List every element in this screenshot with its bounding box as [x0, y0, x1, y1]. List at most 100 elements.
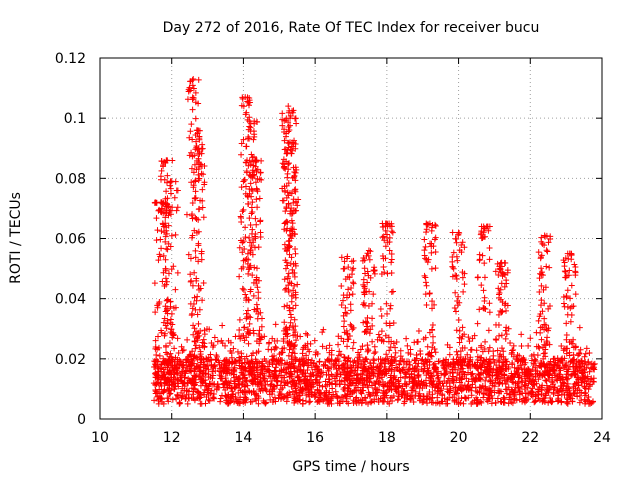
data-point	[486, 244, 493, 251]
data-point	[527, 335, 534, 342]
data-point	[456, 327, 463, 334]
data-point	[586, 350, 593, 357]
data-point	[464, 383, 471, 390]
data-point	[319, 343, 326, 350]
data-point	[313, 349, 320, 356]
data-point	[522, 394, 529, 401]
data-point	[561, 303, 568, 310]
data-point	[392, 344, 399, 351]
data-point	[582, 350, 589, 357]
data-point	[545, 399, 552, 406]
data-point	[548, 399, 555, 406]
data-point	[200, 336, 207, 343]
data-point	[407, 346, 414, 353]
data-point	[326, 342, 333, 349]
data-point	[496, 332, 503, 339]
data-point	[333, 373, 340, 380]
data-point	[547, 383, 554, 390]
data-point	[564, 398, 571, 405]
data-point	[252, 395, 259, 402]
data-point	[192, 247, 199, 254]
data-point	[553, 376, 560, 383]
data-point	[189, 310, 196, 317]
y-axis-label: ROTI / TECUs	[8, 192, 24, 284]
data-point	[349, 345, 356, 352]
data-point	[206, 326, 213, 333]
data-point	[442, 370, 449, 377]
data-point	[454, 351, 461, 358]
data-point	[591, 366, 598, 373]
data-point	[541, 398, 548, 405]
data-point	[222, 342, 229, 349]
data-point	[375, 356, 382, 363]
data-points	[150, 76, 598, 407]
data-point	[266, 367, 273, 374]
data-point	[326, 349, 333, 356]
data-point	[250, 387, 257, 394]
data-point	[452, 308, 459, 315]
data-point	[278, 378, 285, 385]
data-point	[467, 347, 474, 354]
data-point	[356, 399, 363, 406]
data-point	[299, 400, 306, 407]
data-point	[478, 344, 485, 351]
data-point	[174, 392, 181, 399]
data-point	[347, 307, 354, 314]
data-point	[200, 280, 207, 287]
data-point	[303, 392, 310, 399]
data-point	[236, 273, 243, 280]
data-point	[358, 370, 365, 377]
data-point	[415, 368, 422, 375]
data-point	[155, 397, 162, 404]
data-point	[468, 376, 475, 383]
data-point	[494, 395, 501, 402]
data-point	[560, 364, 567, 371]
data-point	[344, 343, 351, 350]
data-point	[256, 195, 263, 202]
data-point	[481, 260, 488, 267]
data-point	[169, 321, 176, 328]
data-point	[167, 179, 174, 186]
data-point	[426, 389, 433, 396]
data-point	[176, 400, 183, 407]
data-point	[171, 358, 178, 365]
data-point	[315, 368, 322, 375]
data-point	[246, 320, 253, 327]
data-point	[254, 188, 261, 195]
data-point	[393, 339, 400, 346]
data-point	[265, 340, 272, 347]
data-point	[503, 331, 510, 338]
data-point	[466, 338, 473, 345]
data-point	[540, 397, 547, 404]
data-point	[412, 393, 419, 400]
data-point	[262, 381, 269, 388]
data-point	[432, 349, 439, 356]
x-tick-label: 20	[450, 430, 468, 446]
data-point	[507, 396, 514, 403]
data-point	[357, 387, 364, 394]
data-point	[423, 229, 430, 236]
data-point	[560, 379, 567, 386]
data-point	[449, 229, 456, 236]
data-point	[430, 339, 437, 346]
data-point	[353, 394, 360, 401]
data-point	[573, 374, 580, 381]
data-point	[377, 395, 384, 402]
data-point	[395, 396, 402, 403]
data-point	[371, 270, 378, 277]
data-point	[379, 357, 386, 364]
data-point	[373, 392, 380, 399]
data-point	[242, 224, 249, 231]
data-point	[397, 374, 404, 381]
data-point	[244, 307, 251, 314]
data-point	[477, 384, 484, 391]
data-point	[253, 196, 260, 203]
data-point	[363, 399, 370, 406]
data-point	[273, 344, 280, 351]
data-point	[204, 383, 211, 390]
data-point	[558, 391, 565, 398]
data-point	[424, 343, 431, 350]
data-point	[551, 370, 558, 377]
data-point	[346, 388, 353, 395]
data-point	[390, 381, 397, 388]
